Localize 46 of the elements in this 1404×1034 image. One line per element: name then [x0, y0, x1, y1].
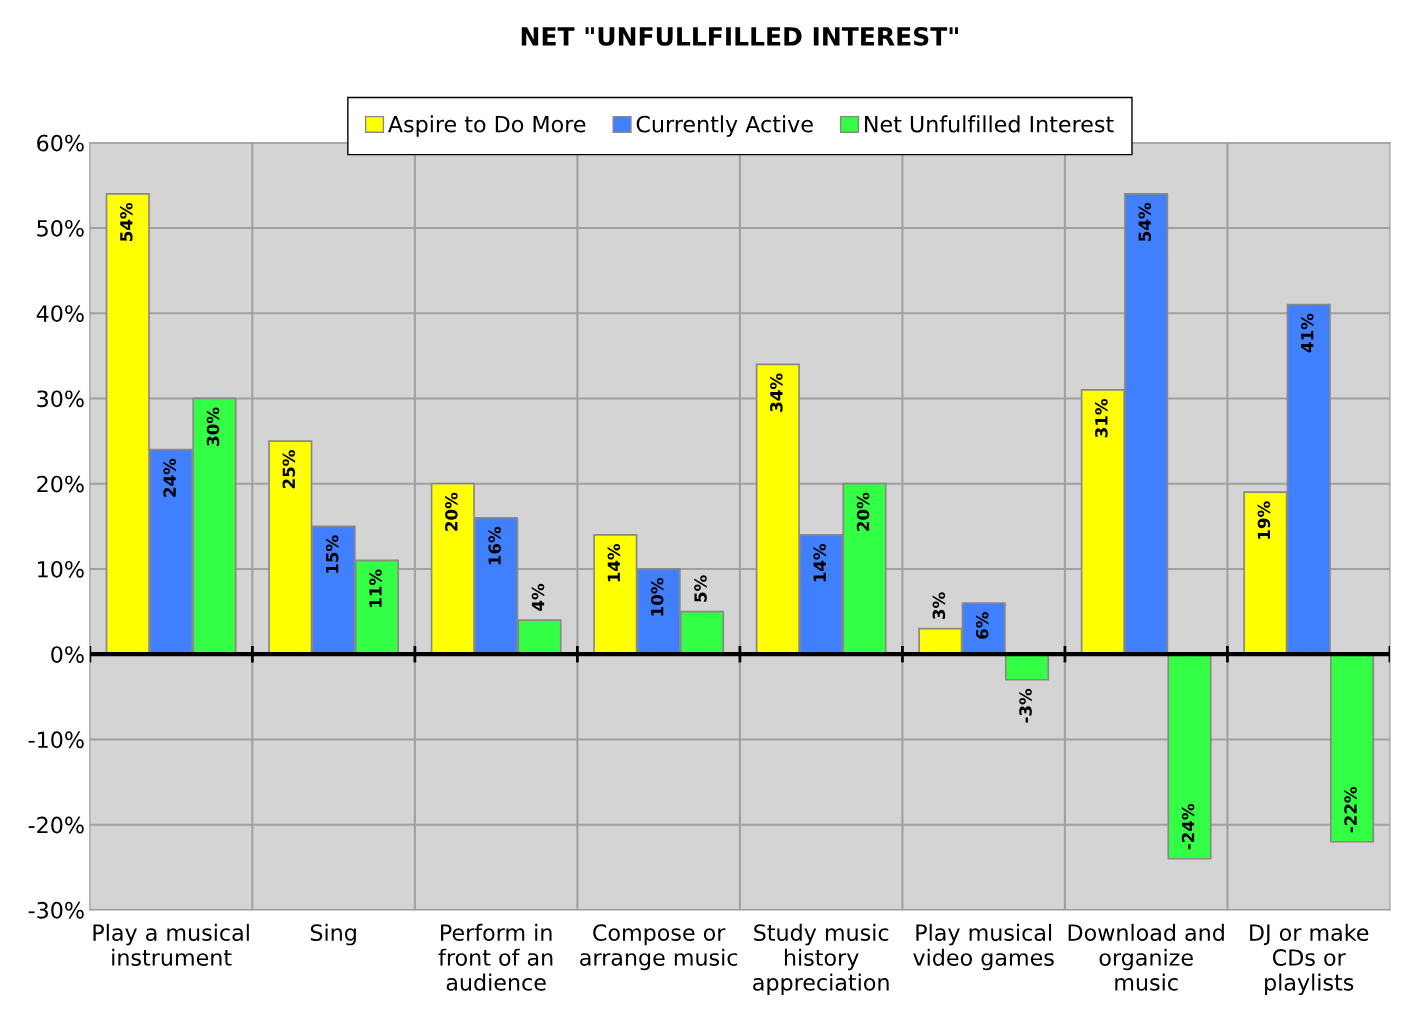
chart-title: NET "UNFULLFILLED INTEREST" [521, 26, 958, 46]
y-tick-label: 30% [37, 390, 84, 408]
x-tick-label: Perform in front of an audience [438, 923, 553, 991]
data-label: 20% [445, 492, 458, 531]
data-label: 4% [531, 583, 545, 611]
legend-label: Net Unfulfilled Interest [865, 115, 1114, 133]
y-tick-label: 60% [37, 134, 84, 152]
data-label: 15% [325, 535, 339, 573]
x-tick-label: Study music history appreciation [753, 923, 889, 996]
data-label: 19% [1257, 501, 1271, 539]
x-tick-label: Play musical video games [913, 923, 1054, 971]
x-tick-label: Compose or arrange music [580, 924, 738, 971]
data-label: -22% [1344, 786, 1357, 833]
x-tick-label: Sing [310, 923, 356, 946]
data-label: 16% [488, 526, 501, 565]
data-label: 54% [1138, 202, 1152, 241]
data-label: 25% [282, 450, 296, 489]
data-label: 6% [975, 612, 989, 639]
y-tick-label: 10% [38, 560, 84, 578]
y-tick-label: 20% [37, 475, 84, 493]
x-tick-label: DJ or make CDs or playlists [1250, 923, 1369, 996]
y-tick-label: 50% [37, 219, 84, 237]
data-label: 14% [813, 543, 826, 582]
data-label: 24% [163, 458, 176, 497]
data-label: 54% [120, 202, 133, 241]
data-label: 3% [932, 592, 946, 619]
y-tick-label: -20% [28, 816, 84, 834]
data-label: 30% [206, 407, 220, 446]
legend-label: Currently Active [636, 115, 813, 137]
y-tick-label: 40% [36, 305, 84, 322]
data-label: 20% [856, 492, 870, 531]
data-label: 5% [694, 575, 707, 602]
data-label: 11% [369, 569, 382, 607]
data-label: 31% [1095, 398, 1108, 438]
data-label: -3% [1019, 688, 1032, 723]
data-label: 34% [770, 373, 783, 412]
y-tick-label: -30% [28, 901, 84, 919]
legend-label: Aspire to Do More [388, 115, 586, 137]
x-tick-label: Play a musical instrument [93, 923, 249, 966]
data-label: 10% [650, 577, 664, 616]
y-tick-label: 0% [51, 646, 84, 663]
x-tick-label: Download and organize music [1068, 923, 1224, 991]
data-label: 41% [1300, 313, 1314, 353]
data-label: -24% [1181, 803, 1195, 850]
y-tick-label: -10% [28, 731, 84, 749]
data-label: 14% [607, 543, 621, 582]
